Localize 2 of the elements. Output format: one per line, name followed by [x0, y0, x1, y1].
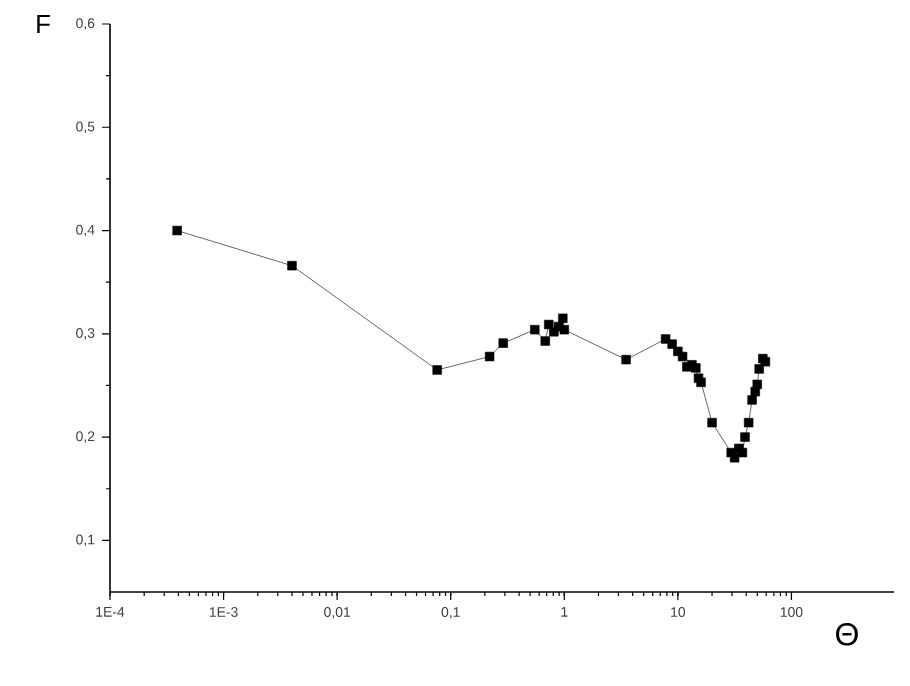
y-axis-title: F: [37, 15, 50, 33]
x-axis-title: Θ: [836, 623, 858, 646]
